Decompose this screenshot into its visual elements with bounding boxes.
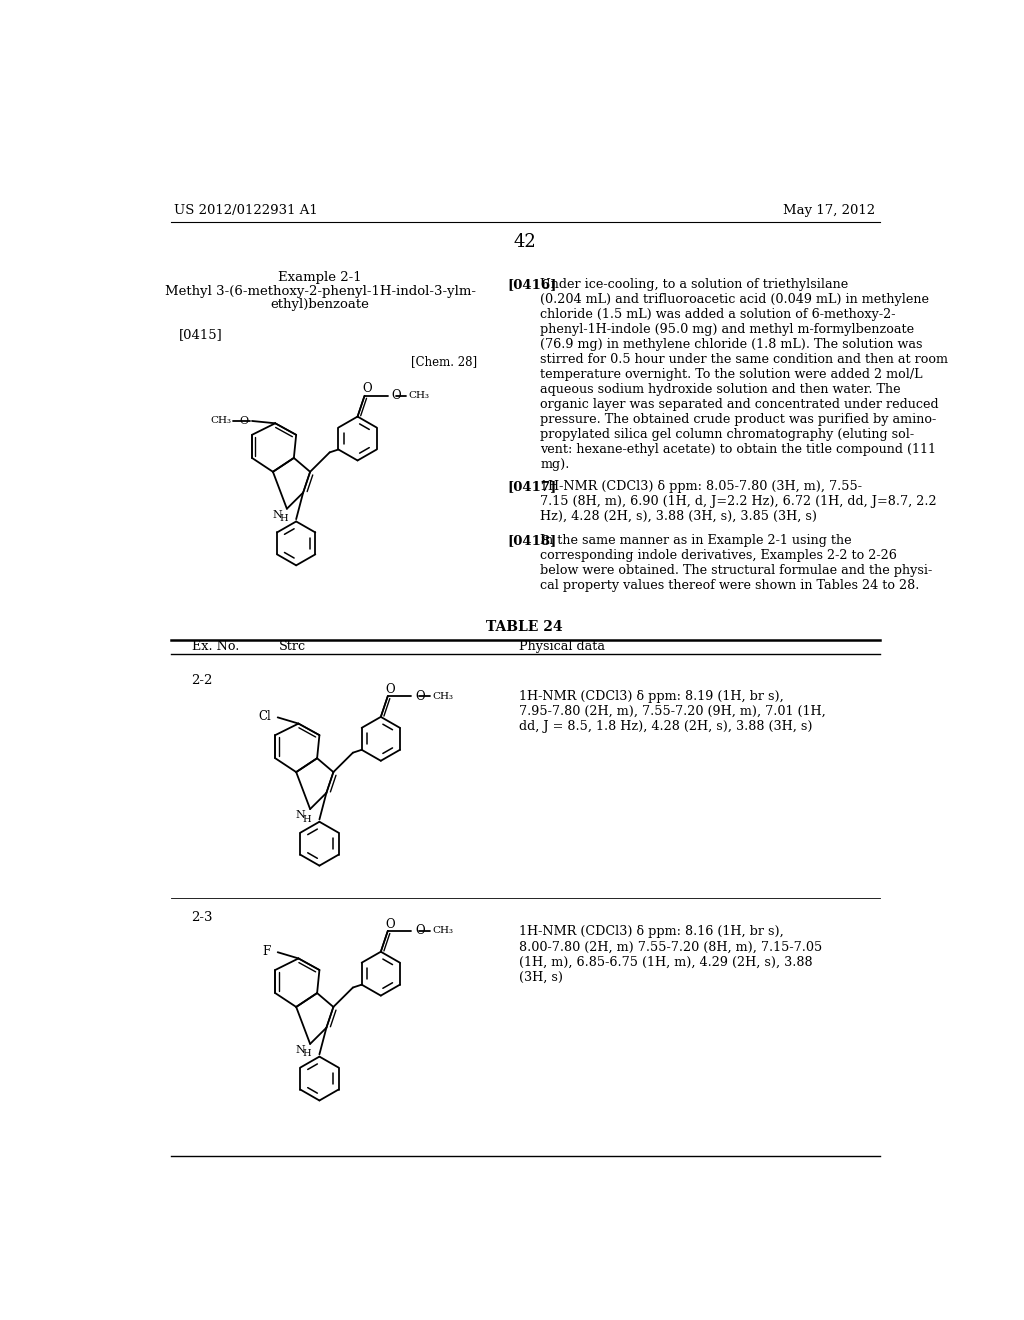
Text: H: H (303, 814, 311, 824)
Text: Cl: Cl (258, 710, 271, 723)
Text: US 2012/0122931 A1: US 2012/0122931 A1 (174, 205, 318, 218)
Text: Strc: Strc (280, 640, 306, 653)
Text: CH₃: CH₃ (432, 927, 453, 936)
Text: N: N (296, 810, 306, 820)
Text: 2-3: 2-3 (191, 911, 213, 924)
Text: O: O (239, 416, 248, 426)
Text: O: O (415, 689, 425, 702)
Text: [0417]: [0417] (508, 480, 557, 494)
Text: H: H (280, 515, 288, 523)
Text: [0415]: [0415] (178, 327, 222, 341)
Text: Example 2-1: Example 2-1 (279, 271, 362, 284)
Text: O: O (385, 682, 395, 696)
Text: H: H (303, 1049, 311, 1059)
Text: CH₃: CH₃ (211, 417, 231, 425)
Text: ethyl)benzoate: ethyl)benzoate (270, 298, 370, 312)
Text: O: O (391, 389, 401, 403)
Text: Physical data: Physical data (519, 640, 605, 653)
Text: 1H-NMR (CDCl3) δ ppm: 8.16 (1H, br s),
8.00-7.80 (2H, m) 7.55-7.20 (8H, m), 7.15: 1H-NMR (CDCl3) δ ppm: 8.16 (1H, br s), 8… (519, 925, 822, 983)
Text: F: F (262, 945, 271, 957)
Text: O: O (362, 383, 372, 396)
Text: N: N (296, 1045, 306, 1055)
Text: In the same manner as in Example 2-1 using the
corresponding indole derivatives,: In the same manner as in Example 2-1 usi… (541, 535, 933, 593)
Text: 1H-NMR (CDCl3) δ ppm: 8.05-7.80 (3H, m), 7.55-
7.15 (8H, m), 6.90 (1H, d, J=2.2 : 1H-NMR (CDCl3) δ ppm: 8.05-7.80 (3H, m),… (541, 480, 937, 523)
Text: [0416]: [0416] (508, 277, 557, 290)
Text: 2-2: 2-2 (191, 675, 213, 688)
Text: [Chem. 28]: [Chem. 28] (411, 355, 477, 368)
Text: CH₃: CH₃ (432, 692, 453, 701)
Text: [0418]: [0418] (508, 535, 557, 548)
Text: 42: 42 (513, 232, 537, 251)
Text: May 17, 2012: May 17, 2012 (783, 205, 876, 218)
Text: Methyl 3-(6-methoxy-2-phenyl-1H-indol-3-ylm-: Methyl 3-(6-methoxy-2-phenyl-1H-indol-3-… (165, 285, 476, 298)
Text: CH₃: CH₃ (409, 391, 430, 400)
Text: Ex. No.: Ex. No. (191, 640, 239, 653)
Text: N: N (272, 510, 283, 520)
Text: O: O (415, 924, 425, 937)
Text: TABLE 24: TABLE 24 (486, 620, 563, 635)
Text: O: O (385, 917, 395, 931)
Text: 1H-NMR (CDCl3) δ ppm: 8.19 (1H, br s),
7.95-7.80 (2H, m), 7.55-7.20 (9H, m), 7.0: 1H-NMR (CDCl3) δ ppm: 8.19 (1H, br s), 7… (519, 689, 826, 733)
Text: Under ice-cooling, to a solution of triethylsilane
(0.204 mL) and trifluoroaceti: Under ice-cooling, to a solution of trie… (541, 277, 948, 471)
